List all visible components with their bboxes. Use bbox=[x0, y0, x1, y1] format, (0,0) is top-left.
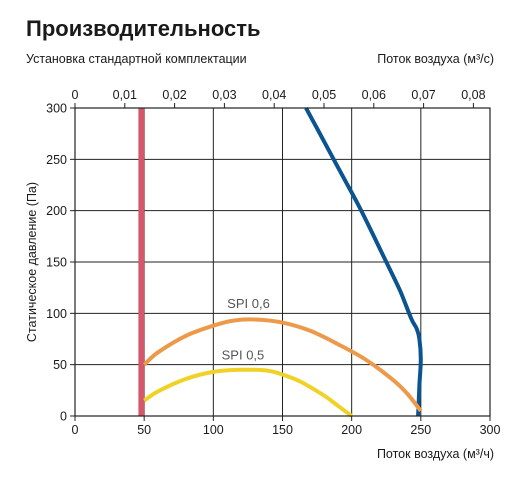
y-tick-label: 300 bbox=[46, 102, 67, 116]
y-tick-label: 150 bbox=[46, 256, 67, 270]
y-tick-label: 0 bbox=[60, 410, 67, 424]
y-axis-title: Статическое давление (Па) bbox=[25, 182, 39, 342]
series-annotation: SPI 0,6 bbox=[227, 296, 270, 311]
series-annotation: SPI 0,5 bbox=[222, 348, 265, 363]
top-axis-title: Поток воздуха (м³/с) bbox=[377, 52, 494, 66]
x2-tick-label: 0,01 bbox=[113, 88, 137, 102]
x-tick-label: 150 bbox=[272, 423, 293, 437]
x2-tick-label: 0,05 bbox=[312, 88, 336, 102]
x-tick-label: 0 bbox=[72, 423, 79, 437]
tick-labels: 0 50 100 150 200 250 300 0 50 100 150 200 250 300 0 0,0… bbox=[46, 88, 500, 437]
x-tick-label: 50 bbox=[137, 423, 151, 437]
y-tick-label: 100 bbox=[46, 307, 67, 321]
x2-tick-label: 0,07 bbox=[411, 88, 435, 102]
annotations: SPI 0,6 SPI 0,5 bbox=[222, 296, 270, 362]
x-tick-label: 200 bbox=[341, 423, 362, 437]
x-axis-title: Поток воздуха (м³/ч) bbox=[377, 447, 494, 461]
x2-tick-label: 0,06 bbox=[362, 88, 386, 102]
chart-subtitle: Установка стандартной комплектации bbox=[26, 52, 247, 66]
x-tick-label: 250 bbox=[410, 423, 431, 437]
plot-border bbox=[74, 107, 491, 417]
series-line-1 bbox=[304, 107, 423, 417]
y-tick-label: 200 bbox=[46, 204, 67, 218]
series-line-spi-0-5 bbox=[143, 367, 353, 418]
grid bbox=[75, 108, 490, 416]
chart-title: Производительность bbox=[26, 16, 261, 41]
y-tick-label: 250 bbox=[46, 153, 67, 167]
x2-tick-label: 0,08 bbox=[461, 88, 485, 102]
series-lines bbox=[138, 107, 423, 418]
x2-tick-label: 0 bbox=[72, 88, 79, 102]
x2-tick-label: 0,03 bbox=[212, 88, 236, 102]
plot-frame bbox=[70, 103, 491, 421]
y-tick-label: 50 bbox=[53, 358, 67, 372]
x2-tick-label: 0,04 bbox=[262, 88, 286, 102]
series-line-spi-0-6 bbox=[142, 317, 423, 413]
x-tick-label: 300 bbox=[480, 423, 501, 437]
x2-tick-label: 0,02 bbox=[162, 88, 186, 102]
x-tick-label: 100 bbox=[203, 423, 224, 437]
